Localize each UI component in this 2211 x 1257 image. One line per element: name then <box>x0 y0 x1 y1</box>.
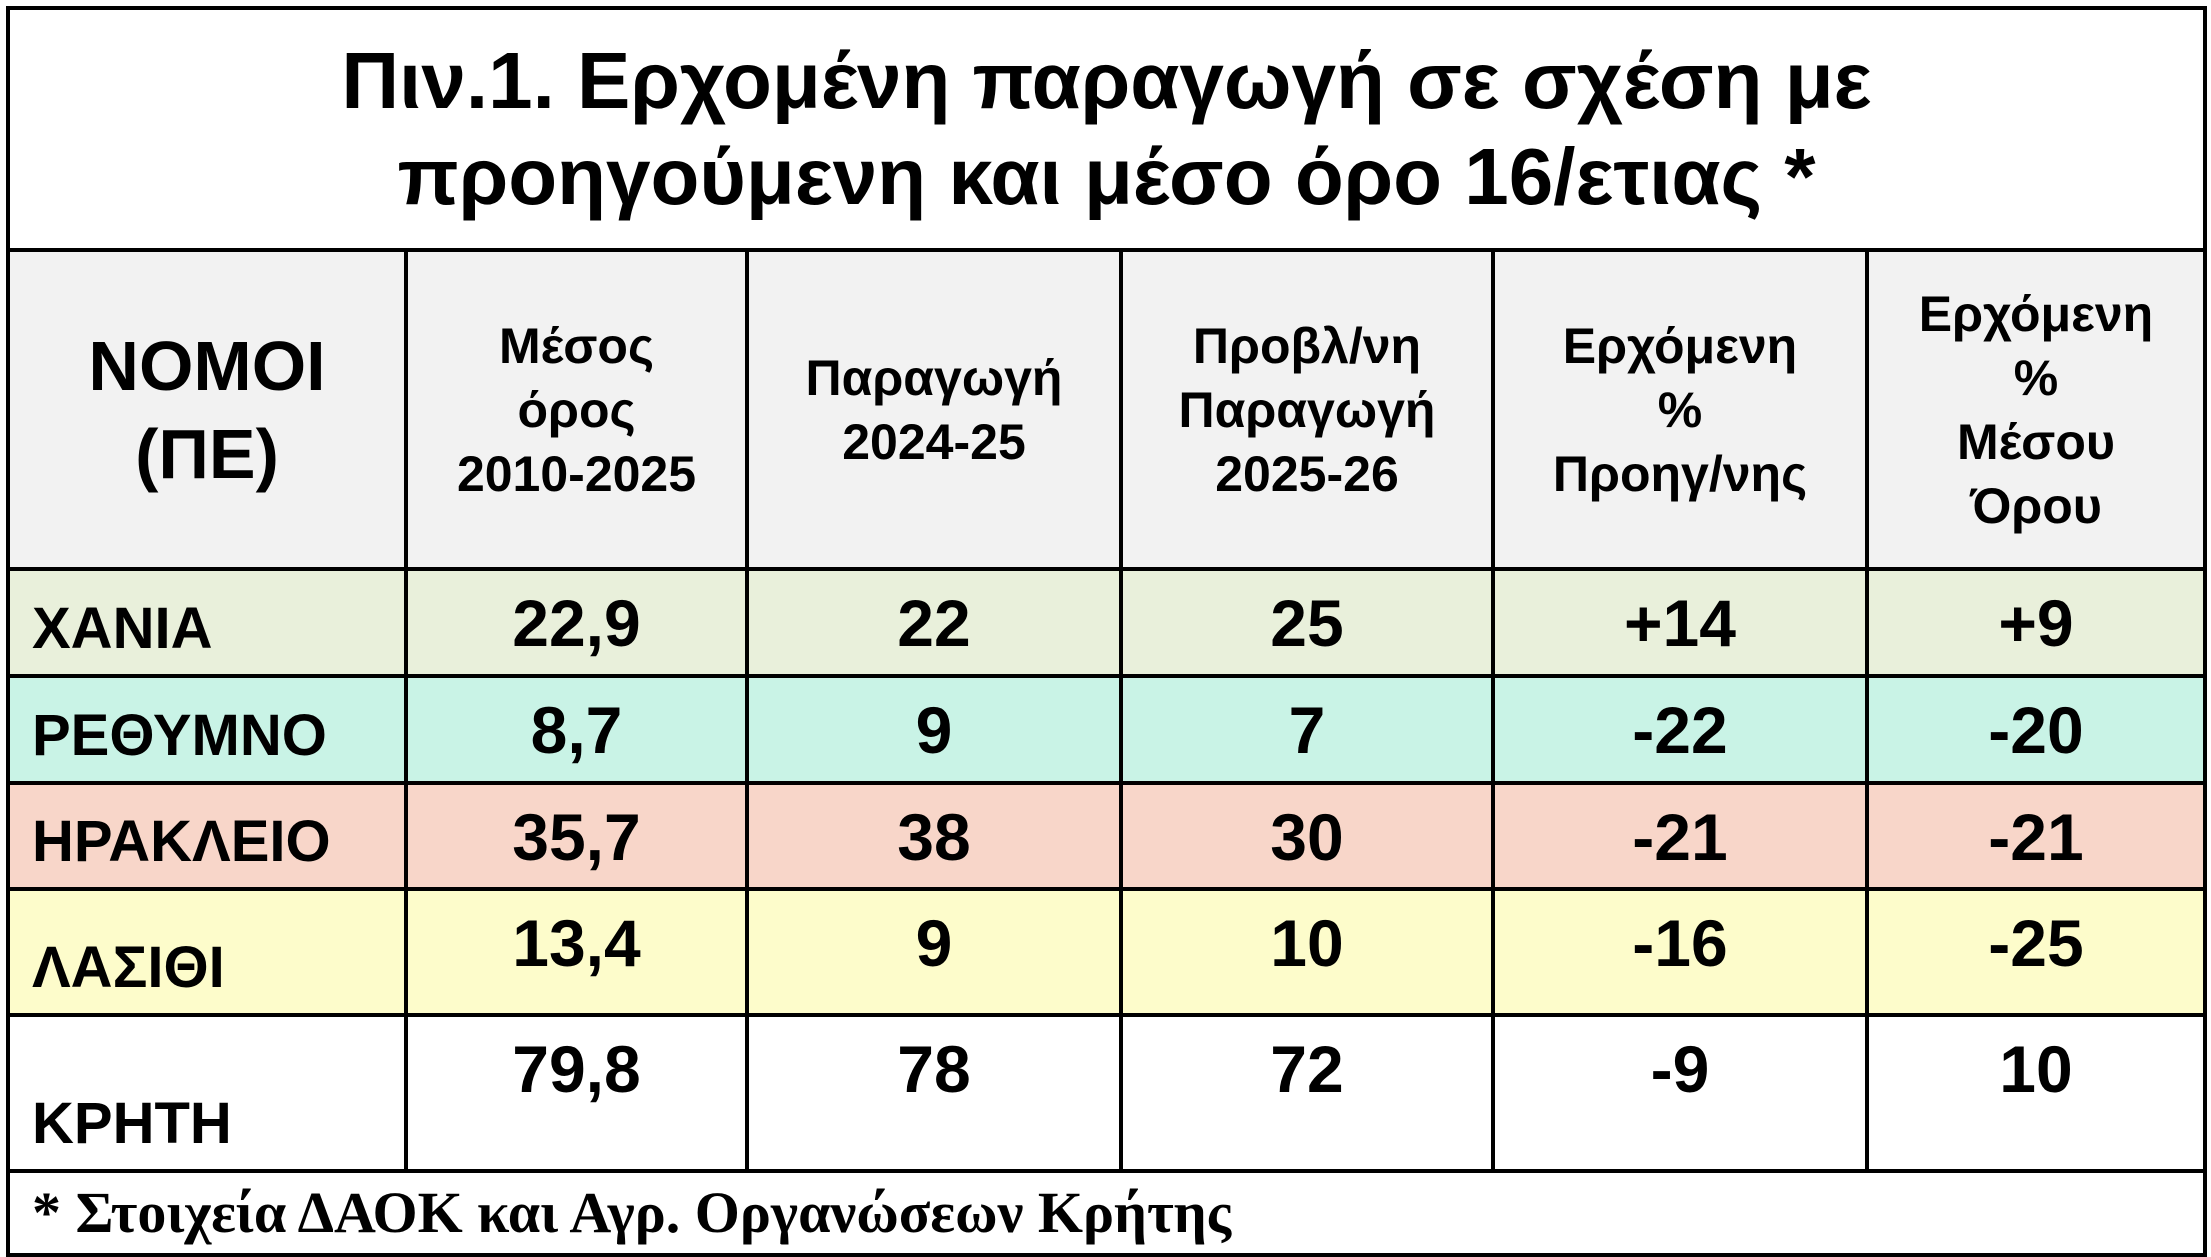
cell-value: +14 <box>1491 567 1869 678</box>
cell-value: 38 <box>745 781 1123 891</box>
footnote: * Στοιχεία ΔΑΟΚ και Αγρ. Οργανώσεων Κρήτ… <box>10 1169 2203 1253</box>
cell-value: -16 <box>1491 887 1869 1017</box>
header-line: Παραγωγή <box>805 349 1063 406</box>
region-name: ΡΕΘΥΜΝΟ <box>10 674 408 785</box>
header-line: % <box>1657 381 1703 438</box>
region-name: ΚΡΗΤΗ <box>10 1013 408 1173</box>
header-row: ΝΟΜΟΙ (ΠΕ) Μέσος όρος 2010-2025 Παραγωγή 2024-… <box>10 252 2203 571</box>
cell-value: 9 <box>745 887 1123 1017</box>
header-line: ΝΟΜΟΙ <box>88 326 326 405</box>
cell-value: 22 <box>745 567 1123 678</box>
table-row: ΛΑΣΙΘΙ 13,4 9 10 -16 -25 <box>10 887 2203 1017</box>
region-name: ΛΑΣΙΘΙ <box>10 887 408 1017</box>
header-line: 2024-25 <box>842 413 1026 470</box>
cell-value: 35,7 <box>404 781 749 891</box>
table-figure: Πιν.1. Ερχομένη παραγωγή σε σχέση με προη… <box>6 6 2207 1257</box>
region-name: ΧΑΝΙΑ <box>10 567 408 678</box>
header-line: 2025-26 <box>1215 445 1399 502</box>
header-line: όρος <box>517 381 636 438</box>
header-line: Όρου <box>1970 477 2102 534</box>
cell-value: 10 <box>1865 1013 2203 1173</box>
cell-value: 72 <box>1119 1013 1495 1173</box>
cell-value: 79,8 <box>404 1013 749 1173</box>
title: Πιν.1. Ερχομένη παραγωγή σε σχέση με προη… <box>10 10 2203 252</box>
table-row: ΚΡΗΤΗ 79,8 78 72 -9 10 <box>10 1013 2203 1173</box>
header-line: Ερχόμενη <box>1918 285 2154 342</box>
table-row: ΧΑΝΙΑ 22,9 22 25 +14 +9 <box>10 567 2203 678</box>
header-line: Προηγ/νης <box>1552 445 1808 502</box>
cell-value: -21 <box>1491 781 1869 891</box>
cell-value: 22,9 <box>404 567 749 678</box>
cell-value: 13,4 <box>404 887 749 1017</box>
cell-value: -21 <box>1865 781 2203 891</box>
header-line: Ερχόμενη <box>1562 317 1798 374</box>
title-line: προηγούμενη και μέσο όρο 16/ετιας * <box>397 132 1816 221</box>
cell-value: 25 <box>1119 567 1495 678</box>
header-line: Μέσου <box>1956 413 2116 470</box>
header-line: % <box>2013 349 2059 406</box>
cell-value: +9 <box>1865 567 2203 678</box>
cell-value: 9 <box>745 674 1123 785</box>
table-row: ΗΡΑΚΛΕΙΟ 35,7 38 30 -21 -21 <box>10 781 2203 891</box>
data-table: ΝΟΜΟΙ (ΠΕ) Μέσος όρος 2010-2025 Παραγωγή 2024-… <box>10 252 2203 1173</box>
cell-value: -22 <box>1491 674 1869 785</box>
column-header: Ερχόμενη% Μέσου Όρου <box>1865 252 2203 571</box>
header-line: Παραγωγή <box>1178 381 1436 438</box>
column-header: Προβλ/νη Παραγωγή 2025-26 <box>1119 252 1495 571</box>
cell-value: 8,7 <box>404 674 749 785</box>
header-line: Μέσος <box>499 317 654 374</box>
header-line: Προβλ/νη <box>1192 317 1422 374</box>
header-line: (ΠΕ) <box>135 414 279 493</box>
column-header: Ερχόμενη% Προηγ/νης <box>1491 252 1869 571</box>
cell-value: 10 <box>1119 887 1495 1017</box>
column-header: Μέσος όρος 2010-2025 <box>404 252 749 571</box>
column-header: Παραγωγή 2024-25 <box>745 252 1123 571</box>
header-line: 2010-2025 <box>456 445 697 502</box>
region-name: ΗΡΑΚΛΕΙΟ <box>10 781 408 891</box>
column-header: ΝΟΜΟΙ (ΠΕ) <box>10 252 408 571</box>
cell-value: -9 <box>1491 1013 1869 1173</box>
cell-value: 30 <box>1119 781 1495 891</box>
cell-value: 78 <box>745 1013 1123 1173</box>
cell-value: -25 <box>1865 887 2203 1017</box>
cell-value: -20 <box>1865 674 2203 785</box>
table-row: ΡΕΘΥΜΝΟ 8,7 9 7 -22 -20 <box>10 674 2203 785</box>
title-line: Πιν.1. Ερχομένη παραγωγή σε σχέση με <box>341 36 1872 125</box>
cell-value: 7 <box>1119 674 1495 785</box>
